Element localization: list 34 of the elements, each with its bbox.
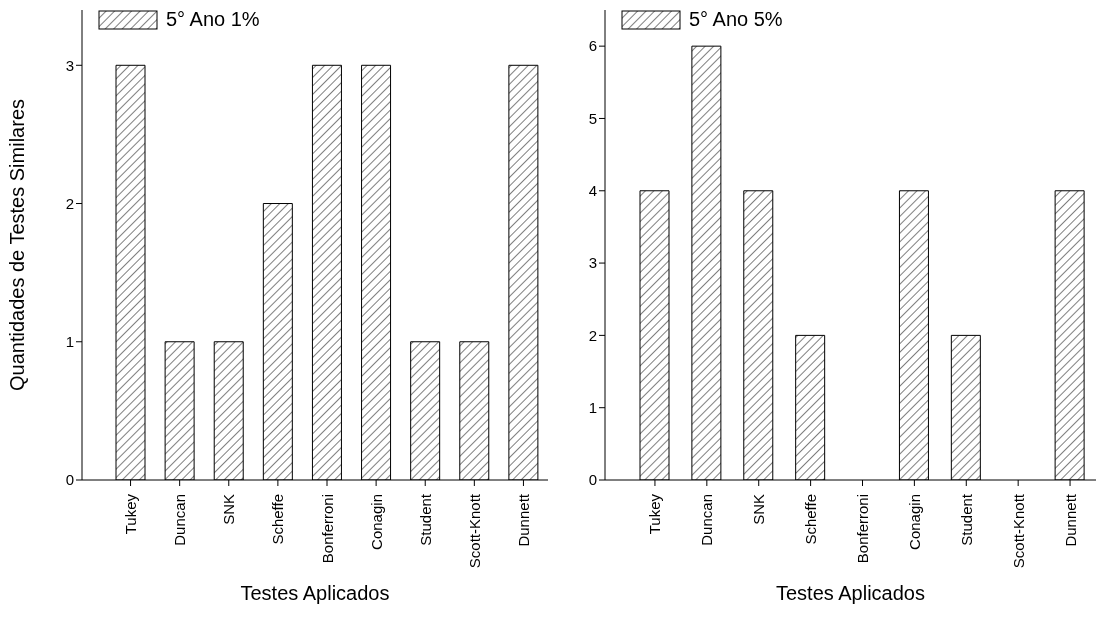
x-tick-label: Duncan [171, 494, 189, 546]
y-tick-label: 2 [588, 326, 597, 344]
x-tick-label: Bonferroni [318, 494, 336, 564]
y-tick-label: 3 [588, 254, 597, 272]
y-tick-label: 0 [588, 471, 597, 489]
y-tick-label: 3 [65, 56, 74, 74]
y-axis-title: Quantidades de Testes Similares [6, 98, 29, 392]
x-tick-label: Scheffe [802, 494, 820, 545]
y-tick-label: 5 [588, 109, 597, 127]
y-tick-label: 1 [65, 333, 74, 351]
x-axis-title: Testes Aplicados [776, 582, 925, 604]
x-tick-label: Student [416, 493, 434, 546]
x-tick-label: Conagin [367, 494, 385, 550]
x-tick-label: Scheffe [269, 494, 287, 545]
x-tick-label: Student [957, 493, 975, 546]
legend-label: 5° Ano 1% [166, 8, 260, 31]
x-tick-label: Tukey [646, 493, 664, 535]
y-tick-label: 2 [65, 194, 74, 212]
x-tick-label: Scott-Knott [1009, 493, 1027, 569]
y-tick-label: 4 [588, 182, 597, 200]
x-tick-label: Dunnett [1061, 493, 1079, 547]
x-axis-title: Testes Aplicados [240, 582, 390, 604]
x-tick-label: Conagin [905, 494, 923, 550]
y-tick-label: 0 [65, 471, 74, 489]
x-tick-label: SNK [220, 494, 238, 525]
x-tick-label: Duncan [698, 494, 716, 546]
x-tick-label: SNK [750, 494, 768, 525]
y-tick-label: 1 [588, 399, 597, 417]
x-tick-label: Bonferroni [854, 494, 871, 564]
x-tick-label: Dunnett [514, 493, 532, 547]
x-tick-label: Tukey [122, 493, 140, 535]
y-tick-label: 6 [588, 37, 597, 55]
legend-label: 5° Ano 5% [689, 8, 783, 31]
x-tick-label: Scott-Knott [465, 493, 483, 569]
